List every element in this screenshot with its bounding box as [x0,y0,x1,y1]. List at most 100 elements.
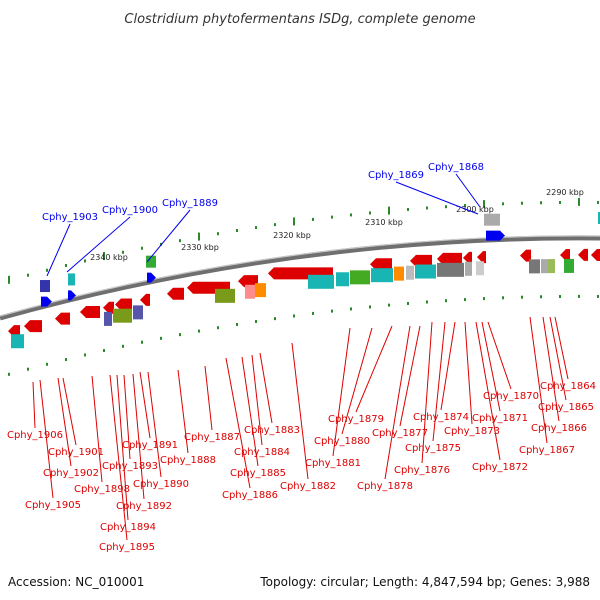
reverse-gene-arrow[interactable] [24,320,42,333]
gene-label-cphy-1887[interactable]: Cphy_1887 [184,432,240,443]
gene-label-cphy-1882[interactable]: Cphy_1882 [280,481,336,492]
forward-gene-box[interactable] [484,213,500,226]
reverse-gene-arrow[interactable] [115,298,132,311]
reverse-gene-arrow[interactable] [463,251,472,264]
reverse-gene-arrow[interactable] [370,258,392,271]
reverse-gene-arrow[interactable] [55,312,70,325]
gene-label-cphy-1891[interactable]: Cphy_1891 [122,440,178,451]
scale-tick [27,367,29,371]
reverse-gene-arrow[interactable] [140,293,150,306]
gene-box[interactable] [394,266,404,281]
reverse-gene-arrow[interactable] [437,252,462,265]
gene-box[interactable] [113,308,132,323]
forward-gene-box[interactable] [68,273,75,286]
gene-label-cphy-1866[interactable]: Cphy_1866 [531,423,587,434]
scale-tick [274,223,276,227]
gene-label-cphy-1876[interactable]: Cphy_1876 [394,465,450,476]
backbone-highlight [0,235,600,317]
gene-box[interactable] [465,261,472,276]
gene-box[interactable] [564,258,574,273]
gene-box[interactable] [437,262,464,277]
gene-box[interactable] [104,311,112,326]
gene-label-cphy-1890[interactable]: Cphy_1890 [133,479,189,490]
gene-label-cphy-1883[interactable]: Cphy_1883 [244,425,300,436]
forward-gene-box[interactable] [598,212,600,225]
reverse-gene-arrow[interactable] [238,275,258,288]
reverse-gene-labels[interactable]: Cphy_1864 Cphy_1865 Cphy_1866 Cphy_1867 Cphy… [7,316,596,553]
gene-label-cphy-1888[interactable]: Cphy_1888 [160,455,216,466]
gene-box[interactable] [541,259,548,274]
gene-box[interactable] [529,259,540,274]
gene-box[interactable] [476,261,484,276]
gene-label-cphy-1874[interactable]: Cphy_1874 [413,412,469,423]
gene-label-cphy-1881[interactable]: Cphy_1881 [305,458,361,469]
forward-gene-labels[interactable]: Cphy_1868 Cphy_1869 Cphy_1889 Cphy_1900 Cphy… [42,162,484,277]
gene-label-cphy-1885[interactable]: Cphy_1885 [230,468,286,479]
scale-tick [160,336,162,340]
label-leader-line [139,371,151,439]
gene-label-cphy-1884[interactable]: Cphy_1884 [234,447,290,458]
gene-label-cphy-1903[interactable]: Cphy_1903 [42,212,98,223]
gene-label-cphy-1901[interactable]: Cphy_1901 [48,447,104,458]
gene-box[interactable] [415,264,436,279]
gene-label-cphy-1865[interactable]: Cphy_1865 [538,402,594,413]
gene-label-cphy-1894[interactable]: Cphy_1894 [100,522,156,533]
gene-label-cphy-1878[interactable]: Cphy_1878 [357,481,413,492]
gene-box[interactable] [336,272,349,287]
gene-label-cphy-1900[interactable]: Cphy_1900 [102,205,158,216]
gene-box[interactable] [11,334,24,349]
gene-label-cphy-1868[interactable]: Cphy_1868 [428,162,484,173]
reverse-gene-arrow[interactable] [477,251,486,264]
gene-box[interactable] [406,265,414,280]
label-leader-line [259,352,273,424]
label-leader-line [225,357,251,489]
gene-label-cphy-1906[interactable]: Cphy_1906 [7,430,63,441]
gene-box[interactable] [133,305,143,320]
scale-tick [483,200,485,209]
scale-tick [274,317,276,321]
gene-label-cphy-1867[interactable]: Cphy_1867 [519,445,575,456]
gene-label-cphy-1873[interactable]: Cphy_1873 [444,426,500,437]
reverse-gene-arrow[interactable] [520,249,531,262]
gene-label-cphy-1886[interactable]: Cphy_1886 [222,490,278,501]
gene-box[interactable] [215,288,235,303]
gene-label-cphy-1889[interactable]: Cphy_1889 [162,198,218,209]
scale-tick [65,358,67,362]
forward-gene-box[interactable] [40,280,50,293]
gene-label-cphy-1880[interactable]: Cphy_1880 [314,436,370,447]
gene-label-cphy-1898[interactable]: Cphy_1898 [74,484,130,495]
reverse-gene-arrow[interactable] [410,254,432,267]
forward-gene-arrow[interactable] [486,230,505,241]
gene-label-cphy-1892[interactable]: Cphy_1892 [116,501,172,512]
reverse-gene-arrow[interactable] [103,301,114,314]
gene-box[interactable] [308,274,334,289]
reverse-gene-arrow[interactable] [578,248,588,261]
reverse-gene-arrow[interactable] [80,306,100,319]
gene-box[interactable] [350,270,370,285]
forward-gene-box[interactable] [146,255,156,268]
gene-box[interactable] [548,259,555,274]
forward-gene-arrow[interactable] [41,296,52,307]
gene-label-cphy-1893[interactable]: Cphy_1893 [102,461,158,472]
gene-label-cphy-1872[interactable]: Cphy_1872 [472,462,528,473]
gene-label-cphy-1879[interactable]: Cphy_1879 [328,414,384,425]
gene-label-cphy-1902[interactable]: Cphy_1902 [43,468,99,479]
gene-box[interactable] [245,284,255,299]
gene-label-cphy-1895[interactable]: Cphy_1895 [99,542,155,553]
gene-box[interactable] [255,283,266,298]
gene-label-cphy-1905[interactable]: Cphy_1905 [25,500,81,511]
gene-label-cphy-1869[interactable]: Cphy_1869 [368,170,424,181]
gene-label-cphy-1871[interactable]: Cphy_1871 [472,413,528,424]
gene-label-cphy-1864[interactable]: Cphy_1864 [540,381,596,392]
forward-gene-arrow[interactable] [147,272,156,283]
label-leader-line [177,369,189,454]
reverse-gene-arrow[interactable] [591,248,600,261]
reverse-gene-arrow[interactable] [560,248,570,261]
forward-gene-arrow[interactable] [68,290,76,301]
reverse-gene-arrow[interactable] [167,287,184,300]
gene-label-cphy-1877[interactable]: Cphy_1877 [372,428,428,439]
gene-box[interactable] [371,268,393,283]
gene-label-cphy-1875[interactable]: Cphy_1875 [405,443,461,454]
reverse-gene-arrow[interactable] [8,325,20,338]
gene-label-cphy-1870[interactable]: Cphy_1870 [483,391,539,402]
